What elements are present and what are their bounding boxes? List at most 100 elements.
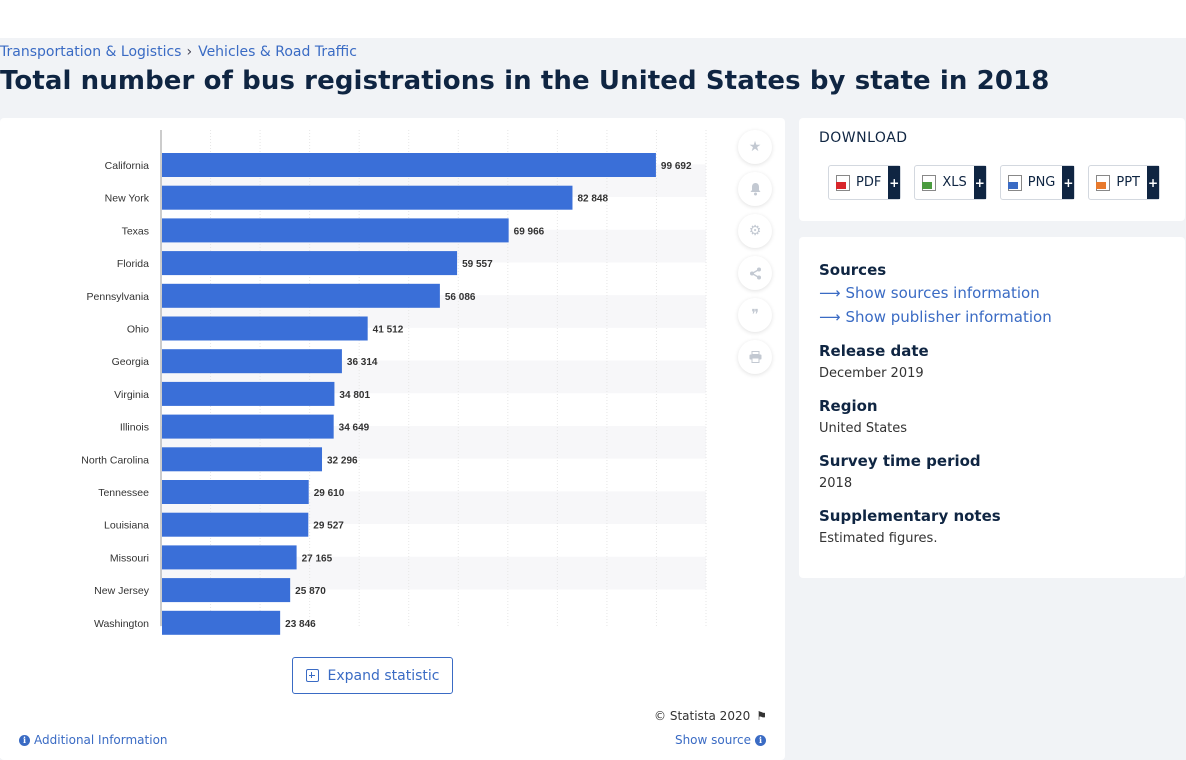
download-png-label: PNG <box>1027 175 1056 190</box>
expand-statistic-button[interactable]: Expand statistic <box>292 657 453 694</box>
category-label: Tennessee <box>98 487 149 499</box>
category-label: Virginia <box>114 389 149 401</box>
png-file-badge <box>1007 181 1018 189</box>
star-icon[interactable]: ★ <box>738 130 772 164</box>
value-label: 23 846 <box>285 619 316 630</box>
arrow-right-icon: ⟶ <box>819 284 841 302</box>
download-xls-plus: + <box>973 166 986 199</box>
breadcrumb-vehicles[interactable]: Vehicles & Road Traffic <box>198 44 357 60</box>
share-icon[interactable] <box>738 256 772 290</box>
bell-icon[interactable] <box>738 172 772 206</box>
copyright: © Statista 2020 ⚑ <box>654 709 767 723</box>
quote-icon[interactable]: ❞ <box>738 298 772 332</box>
download-ppt-plus: + <box>1147 166 1159 199</box>
value-label: 34 801 <box>339 390 370 401</box>
region-heading: Region <box>819 397 878 415</box>
survey-period-value: 2018 <box>819 476 853 491</box>
bar <box>162 545 297 570</box>
download-ppt-label: PPT <box>1116 175 1140 190</box>
show-publisher-link[interactable]: ⟶ Show publisher information <box>819 308 1052 326</box>
xls-file-icon <box>922 174 937 191</box>
value-label: 34 649 <box>339 423 370 434</box>
download-pdf-button[interactable]: PDF + <box>828 165 902 200</box>
category-label: Washington <box>94 618 149 630</box>
page-title: Total number of bus registrations in the… <box>0 66 1050 96</box>
show-sources-link[interactable]: ⟶ Show sources information <box>819 284 1040 302</box>
bar <box>162 283 440 308</box>
download-card: DOWNLOAD PDF + XLS + PNG + <box>799 118 1185 221</box>
sources-heading: Sources <box>819 261 887 279</box>
gear-icon[interactable]: ⚙ <box>738 214 772 248</box>
flag-icon[interactable]: ⚑ <box>756 709 767 723</box>
xls-file-badge <box>922 181 933 189</box>
bar <box>162 316 368 341</box>
supplementary-notes-heading: Supplementary notes <box>819 507 1001 525</box>
value-label: 69 966 <box>514 226 545 237</box>
download-pdf-main: PDF <box>829 166 888 199</box>
supplementary-notes-value: Estimated figures. <box>819 531 938 546</box>
top-bar <box>0 0 1186 38</box>
show-sources-label: Show sources information <box>845 284 1040 302</box>
show-publisher-label: Show publisher information <box>845 308 1052 326</box>
bar <box>162 578 291 603</box>
copyright-text: © Statista 2020 <box>654 709 751 723</box>
value-label: 29 527 <box>313 521 344 532</box>
chart-card: California 99 692 New York 82 848 Texas 69 96… <box>0 118 785 760</box>
category-label: Georgia <box>112 356 150 368</box>
pdf-file-badge <box>836 181 846 189</box>
download-ppt-main: PPT <box>1089 166 1147 199</box>
category-label: Pennsylvania <box>87 291 150 303</box>
value-label: 82 848 <box>577 194 608 205</box>
bar <box>162 414 334 439</box>
download-xls-main: XLS <box>915 166 973 199</box>
breadcrumb: Transportation & Logistics › Vehicles & … <box>0 43 357 61</box>
download-buttons: PDF + XLS + PNG + PPT + <box>828 165 1160 200</box>
category-label: California <box>105 160 150 172</box>
region-value: United States <box>819 421 908 436</box>
value-label: 56 086 <box>445 292 476 303</box>
category-label: Ohio <box>127 324 149 336</box>
metadata-card: Sources ⟶ Show sources information ⟶ Sho… <box>799 237 1185 578</box>
category-label: North Carolina <box>81 454 149 466</box>
value-label: 25 870 <box>295 586 326 597</box>
info-icon: i <box>755 734 766 746</box>
download-xls-label: XLS <box>942 175 967 190</box>
download-ppt-button[interactable]: PPT + <box>1088 165 1160 200</box>
bar <box>162 480 309 504</box>
category-label: Missouri <box>110 552 149 564</box>
value-label: 29 610 <box>314 488 345 499</box>
png-file-icon <box>1007 174 1022 191</box>
bar <box>162 218 509 243</box>
download-xls-button[interactable]: XLS + <box>914 165 987 200</box>
breadcrumb-separator: › <box>186 44 193 60</box>
breadcrumb-transportation[interactable]: Transportation & Logistics <box>0 44 182 60</box>
download-png-main: PNG <box>1001 166 1063 199</box>
bar-chart: California 99 692 New York 82 848 Texas 69 96… <box>81 130 707 635</box>
value-label: 41 512 <box>373 325 404 336</box>
info-icon: i <box>19 734 30 746</box>
survey-period-heading: Survey time period <box>819 452 981 470</box>
download-pdf-plus: + <box>888 166 901 199</box>
category-label: New York <box>105 193 150 205</box>
print-icon[interactable] <box>738 340 772 374</box>
download-png-button[interactable]: PNG + <box>999 165 1076 200</box>
release-date-value: December 2019 <box>819 366 924 381</box>
show-source-link[interactable]: Show source i <box>675 733 766 747</box>
bar <box>162 349 342 374</box>
value-label: 36 314 <box>347 357 378 368</box>
bar <box>162 185 573 210</box>
bar <box>162 512 309 537</box>
pdf-file-icon <box>836 174 850 191</box>
value-label: 59 557 <box>462 259 493 270</box>
arrow-right-icon: ⟶ <box>819 308 841 326</box>
plus-square-icon <box>305 669 319 682</box>
additional-information-link[interactable]: i Additional Information <box>19 733 168 747</box>
value-label: 27 165 <box>302 553 333 564</box>
download-pdf-label: PDF <box>856 175 882 190</box>
value-label: 32 296 <box>327 455 358 466</box>
ppt-file-badge <box>1096 181 1107 189</box>
release-date-heading: Release date <box>819 342 929 360</box>
chart-tools: ★ ⚙ ❞ <box>738 130 772 374</box>
download-png-plus: + <box>1062 166 1075 199</box>
bar <box>162 610 281 635</box>
